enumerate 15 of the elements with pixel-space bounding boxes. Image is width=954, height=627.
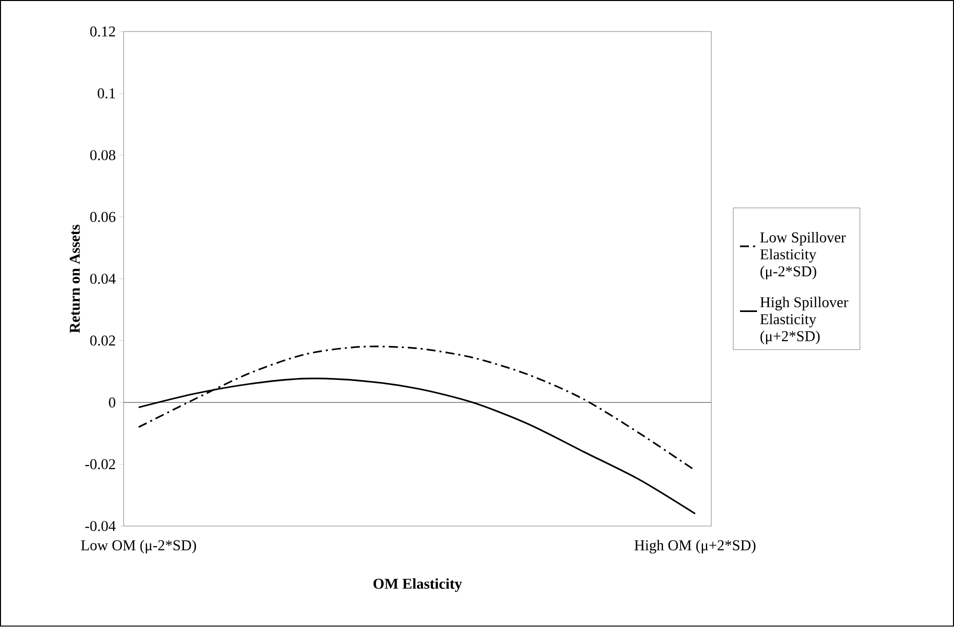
legend-label: Low Spillover Elasticity (μ-2*SD) bbox=[760, 232, 846, 280]
y-tick-label: 0.06 bbox=[90, 212, 116, 222]
y-tick-label: 0.04 bbox=[90, 274, 116, 284]
y-tick-label: 0.1 bbox=[98, 88, 115, 99]
y-tick-label: 0.08 bbox=[90, 150, 116, 160]
x-tick-label: Low OM (μ-2*SD) bbox=[81, 540, 196, 554]
y-tick-label: 0 bbox=[108, 398, 116, 408]
y-tick-label: -0.04 bbox=[85, 521, 116, 532]
legend-label: High Spillover Elasticity (μ+2*SD) bbox=[760, 296, 848, 344]
x-axis-title: OM Elasticity bbox=[374, 578, 462, 592]
y-axis-title: Return on Assets bbox=[70, 224, 80, 334]
x-tick-label: High OM (μ+2*SD) bbox=[634, 540, 756, 554]
y-tick-label: -0.02 bbox=[85, 459, 116, 470]
y-tick-label: 0.12 bbox=[90, 26, 116, 37]
y-tick-label: 0.02 bbox=[90, 336, 116, 346]
